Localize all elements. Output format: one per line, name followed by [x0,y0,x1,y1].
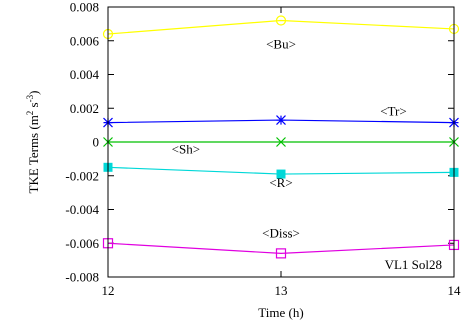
y-tick-label: -0.006 [65,236,99,251]
y-tick-label: 0.006 [70,33,100,48]
y-axis-label-exp1: 2 [25,111,35,116]
y-axis-label: TKE Terms (m2 s-3) [25,91,41,194]
y-tick-label: -0.004 [65,202,99,217]
series-line [107,242,455,254]
y-tick-label: 0.008 [70,0,99,15]
series-layer [102,15,460,259]
x-axis-label: Time (h) [258,305,303,320]
series-label: <Sh> [172,141,200,156]
annotation-vl1-sol28: VL1 Sol28 [385,257,442,272]
marker-cross [276,137,286,147]
y-tick-label: -0.008 [65,270,99,285]
series-label: <Diss> [262,226,300,241]
series-label: <Tr> [380,103,406,118]
y-axis-label-prefix: TKE Terms (m [26,115,41,193]
x-tick-label: 14 [448,283,461,298]
marker-circle [275,15,287,26]
y-axis-label-exp2: -3 [25,94,35,102]
y-tick-label: 0.002 [70,101,99,116]
series-line [107,19,455,35]
x-tick-label: 12 [102,283,115,298]
y-tick-label: -0.002 [65,168,99,183]
y-tick-label: 0.004 [70,67,100,82]
labels-layer: <Bu> <Tr> <Sh> <R> <Diss> [172,37,407,241]
marker-star [276,115,286,125]
plot-frame [107,6,455,278]
ticks-layer: 0.008 0.006 0.004 0.002 0 -0.002 -0.004 -0.006 -… [65,0,461,298]
x-tick-label: 13 [275,283,288,298]
y-axis-label-suffix: ) [26,91,41,95]
marker-filled-square [276,169,286,179]
series-label: <Bu> [266,37,296,52]
marker-open-square [275,248,287,259]
y-tick-label: 0 [93,135,100,150]
y-axis-label-mid: s [26,102,41,110]
series-label: <R> [269,175,292,190]
